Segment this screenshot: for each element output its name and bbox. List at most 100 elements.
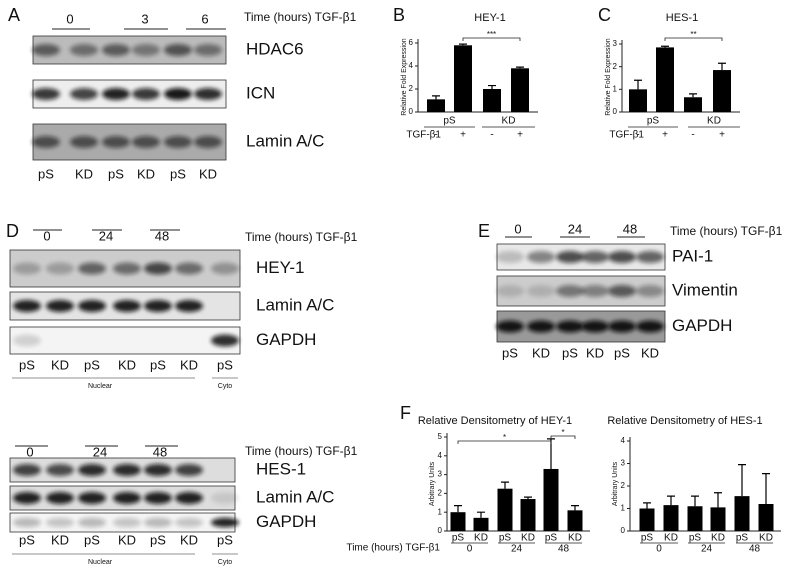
lane-label: KD [180, 532, 198, 547]
lane-label: KD [51, 357, 69, 372]
bar [450, 512, 466, 531]
bar [663, 505, 679, 531]
bar [543, 468, 559, 531]
lane-label: KD [118, 532, 136, 547]
x-tick-label: - [434, 130, 437, 141]
error-bar [691, 495, 699, 507]
blot-band [496, 285, 524, 297]
y-tick-label: 4 [438, 451, 443, 460]
y-tick-label: 3 [438, 470, 443, 479]
error-bar [571, 505, 579, 511]
error-bar [516, 66, 524, 69]
blot-band [144, 492, 172, 504]
x-tick-label: pS [545, 533, 558, 544]
band-label: GAPDH [256, 330, 316, 349]
x-tick-label: KD [474, 533, 488, 544]
x-tick-label: KD [664, 533, 678, 544]
x-tick-label: + [517, 130, 523, 141]
lane-label: KD [532, 345, 550, 360]
blot-band [164, 44, 192, 56]
error-bar [762, 473, 770, 504]
time-point: 24 [93, 444, 107, 459]
blot-band [175, 300, 203, 312]
blot-band [211, 517, 239, 528]
blot-band [102, 88, 130, 100]
y-axis-label: Arbitrary Units [612, 461, 619, 506]
x-tick-label: + [662, 130, 668, 141]
time-point: 48 [623, 221, 637, 236]
chart-title: HEY-1 [474, 12, 505, 24]
lane-label: pS [19, 532, 35, 547]
lane-label: pS [19, 357, 35, 372]
lane-label: pS [150, 532, 166, 547]
time-point: 48 [153, 444, 167, 459]
bar [567, 510, 583, 531]
blot-band [46, 300, 74, 312]
bar [497, 488, 513, 531]
blot-band [13, 334, 41, 347]
significance-label: ** [690, 30, 696, 39]
bar [713, 70, 731, 112]
band-label: ICN [246, 83, 275, 102]
bar [687, 506, 703, 531]
y-tick-label: 6 [409, 38, 414, 47]
blot-band [46, 517, 74, 528]
blot-band [175, 517, 203, 528]
lane-label: KD [180, 357, 198, 372]
band-label: Lamin A/C [246, 131, 324, 150]
significance-bracket [664, 37, 723, 41]
y-tick-label: 0 [409, 107, 414, 116]
y-tick-label: 0 [613, 107, 618, 116]
x-tick-label: pS [736, 533, 749, 544]
error-bar [718, 62, 726, 71]
y-tick-label: 5 [438, 432, 443, 441]
blot-band [113, 492, 141, 504]
error-bar [501, 481, 509, 489]
blot-band [113, 262, 141, 275]
blot-band [102, 136, 130, 148]
lane-label: KD [199, 166, 217, 181]
error-bar [432, 95, 440, 100]
error-bar [459, 43, 467, 46]
blot-band [46, 464, 74, 476]
band-label: HES-1 [256, 459, 306, 478]
chart-title: Relative Densitometry of HES-1 [607, 415, 762, 427]
error-bar [661, 45, 669, 48]
group-label: 24 [701, 544, 713, 555]
group-label: 48 [749, 544, 761, 555]
y-tick-label: 2 [621, 481, 626, 490]
blot-band [70, 136, 98, 148]
band-label: HDAC6 [246, 39, 304, 58]
blot-band [78, 464, 106, 476]
bar [454, 45, 472, 112]
chart-title: HES-1 [666, 12, 698, 24]
time-point: 24 [99, 228, 113, 243]
error-bar [738, 464, 746, 497]
blot-band [46, 492, 74, 504]
band-label: GAPDH [256, 512, 316, 531]
fraction-label: Cyto [218, 383, 233, 390]
lane-label: pS [562, 345, 578, 360]
error-bar [477, 511, 485, 518]
fraction-label: Nuclear [88, 383, 113, 390]
blot-band [527, 251, 555, 263]
x-tick-label: + [460, 130, 466, 141]
y-tick-label: 3 [613, 39, 618, 48]
blot-band [78, 262, 106, 275]
blot-band [78, 517, 106, 528]
blot-band [581, 251, 609, 263]
lane-label: KD [586, 345, 604, 360]
significance-bracket [550, 435, 576, 439]
blot-band [113, 300, 141, 312]
blot-band [636, 285, 664, 297]
x-tick-label: - [691, 130, 694, 141]
time-point: 48 [155, 228, 169, 243]
blot-band [211, 262, 239, 275]
x-tick-label: pS [689, 533, 702, 544]
y-tick-label: 2 [613, 62, 618, 71]
lane-label: pS [84, 357, 100, 372]
band-label: GAPDH [672, 316, 732, 335]
blot-band [132, 44, 160, 56]
significance-bracket [462, 37, 521, 41]
time-label: Time (hours) TGF-β1 [670, 224, 783, 238]
